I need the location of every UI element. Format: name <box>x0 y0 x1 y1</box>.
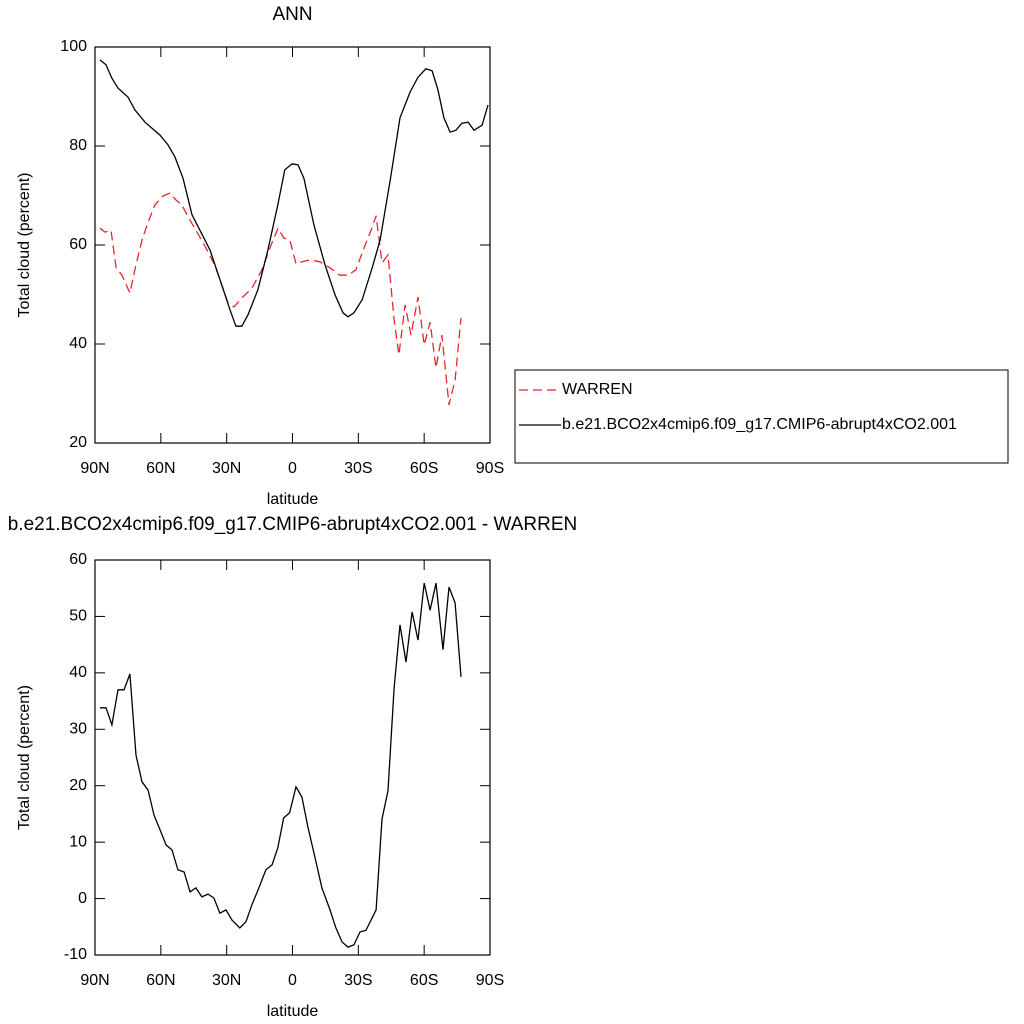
panel: ANN latitude Total cloud (percent) 90N 60N 30… <box>16 4 504 508</box>
data-line <box>99 59 489 327</box>
x-tick-label: 60S <box>410 460 438 477</box>
data-line <box>99 192 462 406</box>
x-tick-label: 0 <box>288 460 297 477</box>
x-tick-label: 30N <box>212 460 241 477</box>
y-axis-title: Total cloud (percent) <box>16 685 33 830</box>
data-line <box>100 582 462 948</box>
chart-title: ANN <box>272 4 312 25</box>
panel: b.e21.BCO2x4cmip6.f09_g17.CMIP6-abrupt4x… <box>8 514 578 1020</box>
x-tick-label: 90N <box>80 972 109 989</box>
y-tick-label: 60 <box>69 551 87 568</box>
x-tick-label: 90S <box>476 460 504 477</box>
legend-box <box>514 369 1009 464</box>
y-tick-label: 50 <box>69 608 87 625</box>
x-tick-label: 60N <box>146 460 175 477</box>
x-tick-label: 90S <box>476 972 504 989</box>
legend: WARREN b.e21.BCO2x4cmip6.f09_g17.CMIP6-ab… <box>514 369 1009 464</box>
legend-label: WARREN <box>562 381 633 398</box>
y-tick-label: 0 <box>78 890 87 907</box>
y-tick-label: 30 <box>69 721 87 738</box>
chart-title: b.e21.BCO2x4cmip6.f09_g17.CMIP6-abrupt4x… <box>8 514 578 535</box>
x-tick-label: 30N <box>212 972 241 989</box>
x-tick-label: 30S <box>344 460 372 477</box>
legend-label: b.e21.BCO2x4cmip6.f09_g17.CMIP6-abrupt4x… <box>562 416 957 433</box>
x-tick-label: 0 <box>288 972 297 989</box>
y-tick-label: -10 <box>64 946 87 963</box>
y-tick-label: 10 <box>69 833 87 850</box>
x-tick-label: 30S <box>344 972 372 989</box>
y-tick-label: 100 <box>60 38 87 55</box>
plot-frame <box>94 46 491 444</box>
x-axis-title: latitude <box>267 1003 319 1020</box>
y-tick-label: 80 <box>69 137 87 154</box>
y-tick-label: 20 <box>69 777 87 794</box>
x-tick-label: 90N <box>80 460 109 477</box>
y-tick-label: 60 <box>69 236 87 253</box>
x-tick-label: 60N <box>146 972 175 989</box>
y-tick-label: 40 <box>69 335 87 352</box>
y-axis-title: Total cloud (percent) <box>16 173 33 318</box>
x-axis-title: latitude <box>267 491 319 508</box>
y-tick-label: 20 <box>69 434 87 451</box>
x-tick-label: 60S <box>410 972 438 989</box>
plot-frame <box>94 559 491 956</box>
y-tick-label: 40 <box>69 664 87 681</box>
